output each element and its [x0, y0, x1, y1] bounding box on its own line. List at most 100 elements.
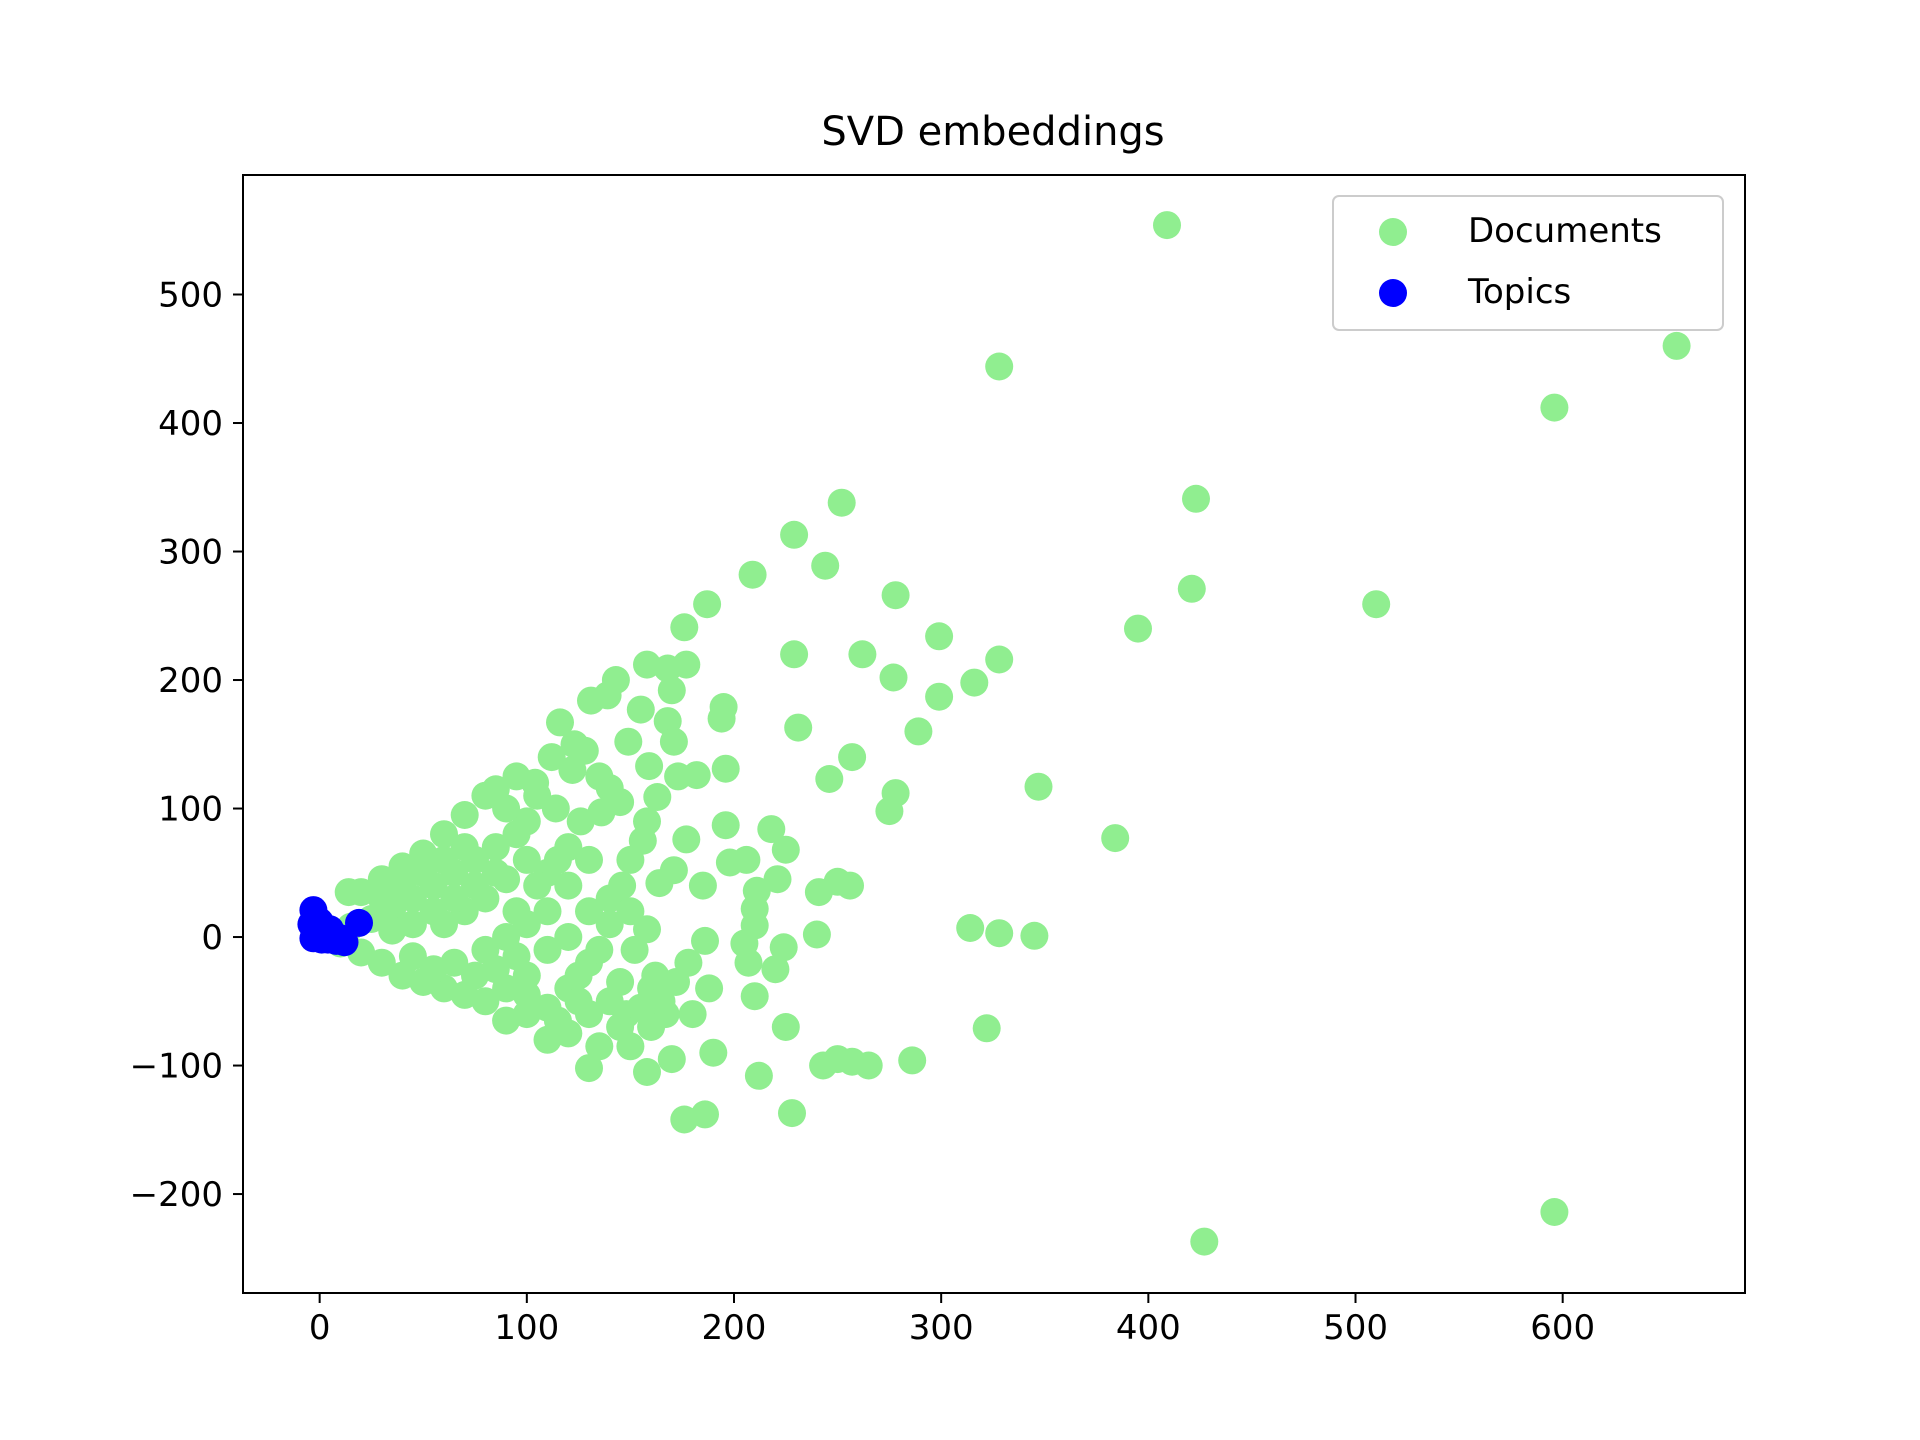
documents-point	[1024, 772, 1053, 801]
documents-point	[672, 825, 701, 854]
documents-point	[643, 783, 672, 811]
documents-point	[633, 650, 661, 679]
documents-point	[481, 955, 510, 984]
documents-point	[367, 948, 396, 977]
documents-point	[635, 752, 664, 781]
documents-point	[734, 948, 763, 977]
x-tick-label: 600	[1530, 1308, 1595, 1348]
documents-point	[699, 1038, 728, 1067]
documents-point	[659, 727, 688, 756]
documents-point	[827, 488, 856, 517]
documents-point	[481, 833, 510, 862]
documents-point	[537, 743, 566, 772]
documents-point	[440, 884, 469, 913]
documents-point	[688, 871, 717, 900]
documents-point	[848, 640, 877, 669]
documents-point	[838, 743, 867, 772]
documents-point	[626, 695, 655, 724]
documents-point	[732, 845, 761, 874]
documents-point	[492, 1006, 521, 1035]
documents-point	[595, 884, 624, 913]
documents-point	[606, 1013, 635, 1041]
documents-point	[585, 762, 614, 791]
documents-point	[904, 717, 933, 746]
documents-point	[502, 762, 531, 791]
documents-point	[1177, 574, 1206, 603]
documents-point	[378, 916, 407, 945]
documents-point	[1020, 921, 1049, 950]
documents-point	[1153, 211, 1181, 240]
series-layer	[297, 211, 1691, 1256]
documents-point	[985, 645, 1014, 674]
documents-point	[570, 736, 599, 765]
topics-point	[316, 915, 344, 944]
documents-point	[678, 1000, 707, 1029]
documents-point	[707, 704, 736, 733]
documents-point	[674, 948, 703, 977]
documents-point	[1662, 331, 1691, 360]
documents-point	[757, 815, 786, 844]
documents-point	[811, 551, 840, 580]
documents-point	[763, 865, 792, 894]
documents-point	[653, 654, 682, 683]
documents-point	[606, 968, 635, 996]
documents-point	[985, 352, 1014, 381]
documents-point	[738, 560, 767, 589]
documents-point	[367, 884, 396, 913]
documents-point	[771, 835, 800, 864]
documents-point	[695, 974, 724, 1003]
x-tick-label: 100	[494, 1308, 559, 1348]
documents-point	[585, 1032, 614, 1061]
documents-point	[595, 910, 624, 939]
documents-point	[780, 520, 809, 549]
documents-point	[761, 955, 790, 984]
legend-label-documents: Documents	[1468, 211, 1662, 251]
x-tick-label: 0	[309, 1308, 331, 1348]
documents-point	[972, 1014, 1001, 1043]
documents-point	[575, 845, 603, 874]
documents-point	[606, 788, 635, 817]
series-topics	[297, 896, 373, 957]
legend-marker-documents	[1379, 218, 1407, 246]
documents-point	[778, 1099, 806, 1128]
documents-point	[616, 897, 645, 926]
documents-point	[740, 982, 769, 1011]
documents-point	[956, 914, 985, 942]
y-tick-label: −100	[130, 1047, 223, 1087]
documents-point	[575, 897, 603, 926]
documents-point	[691, 1100, 719, 1129]
documents-point	[1182, 484, 1210, 513]
documents-point	[564, 987, 593, 1016]
documents-point	[645, 869, 674, 898]
documents-point	[881, 581, 910, 610]
series-documents	[326, 211, 1691, 1256]
documents-point	[554, 871, 583, 900]
documents-point	[925, 682, 954, 711]
y-tick-label: 300	[158, 533, 223, 573]
documents-point	[836, 871, 864, 900]
documents-point	[960, 668, 989, 697]
x-tick-label: 500	[1323, 1308, 1388, 1348]
documents-point	[502, 820, 531, 849]
legend-box	[1332, 195, 1724, 331]
documents-point	[1362, 590, 1391, 619]
documents-point	[502, 897, 531, 926]
documents-point	[925, 622, 954, 651]
documents-point	[670, 613, 699, 642]
documents-point	[543, 845, 572, 874]
chart-title: SVD embeddings	[821, 109, 1164, 155]
documents-point	[533, 897, 562, 926]
documents-point	[593, 681, 622, 710]
documents-point	[430, 820, 458, 849]
y-tick-label: −200	[130, 1175, 223, 1215]
documents-point	[419, 955, 448, 984]
documents-point	[1540, 1198, 1569, 1226]
documents-point	[1540, 393, 1569, 422]
x-tick-label: 200	[702, 1308, 767, 1348]
documents-point	[546, 708, 574, 737]
documents-point	[711, 811, 740, 840]
documents-point	[633, 915, 661, 944]
documents-point	[566, 807, 595, 836]
documents-point	[769, 933, 798, 962]
documents-point	[409, 858, 438, 887]
